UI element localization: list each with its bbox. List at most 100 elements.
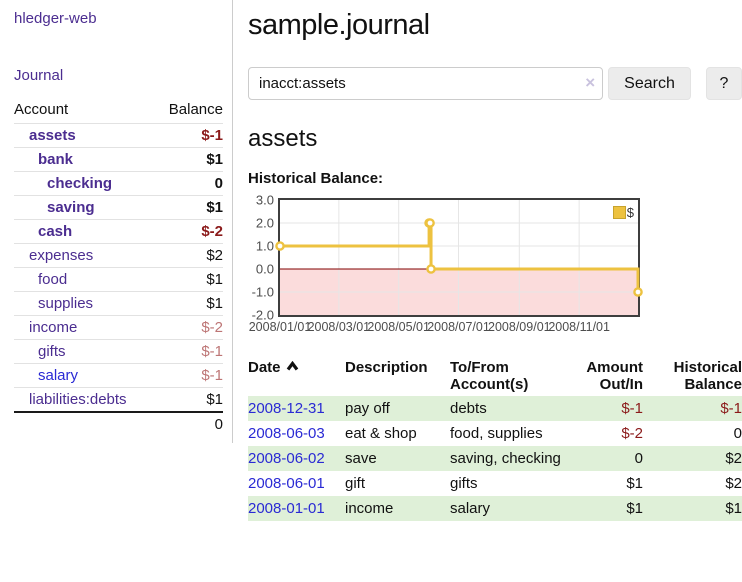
transaction-accounts: saving, checking bbox=[450, 450, 561, 467]
sidebar-account-link[interactable]: liabilities:debts bbox=[29, 391, 127, 408]
historical-balance-chart: 3.0 2.0 1.0 0.0 -1.0 -2.0 $ 2008/01/01 2008/03… bbox=[248, 194, 672, 335]
transaction-balance: $-1 bbox=[720, 400, 742, 417]
x-tick-label: 2008/03/01 bbox=[307, 320, 371, 334]
brand-link[interactable]: hledger-web bbox=[14, 10, 97, 27]
sidebar-account-link[interactable]: food bbox=[38, 271, 68, 288]
x-tick-label: 2008/07/01 bbox=[427, 320, 490, 334]
x-tick-label: 2008/09/01 bbox=[488, 320, 551, 334]
transaction-date-link[interactable]: 2008-06-03 bbox=[248, 425, 325, 442]
account-row: food $1 bbox=[14, 267, 223, 292]
sidebar-account-link[interactable]: gifts bbox=[38, 343, 66, 360]
register-row: 2008-06-02 save saving, checking 0 $2 bbox=[248, 446, 742, 471]
sidebar: hledger-web Journal Account Balance asse… bbox=[0, 0, 233, 443]
sidebar-account-link[interactable]: expenses bbox=[29, 247, 94, 264]
account-row: saving $1 bbox=[14, 195, 223, 220]
chart-canvas bbox=[275, 200, 643, 315]
account-balance: $1 bbox=[155, 267, 223, 292]
y-tick-label: 2.0 bbox=[255, 215, 274, 231]
register-header-accounts: To/From Account(s) bbox=[450, 359, 529, 393]
account-balance: $-2 bbox=[155, 219, 223, 244]
transaction-balance: $1 bbox=[725, 500, 742, 517]
transaction-description: income bbox=[345, 500, 394, 517]
x-tick-label: 2008/05/01 bbox=[367, 320, 430, 334]
register-header-date[interactable]: Date bbox=[248, 356, 345, 396]
transaction-accounts: salary bbox=[450, 500, 491, 517]
transaction-date-link[interactable]: 2008-01-01 bbox=[248, 500, 325, 517]
sidebar-account-link[interactable]: cash bbox=[38, 223, 73, 240]
account-row: salary $-1 bbox=[14, 363, 223, 388]
account-balance: $2 bbox=[155, 243, 223, 268]
legend-label: $ bbox=[626, 205, 634, 220]
x-tick-label: 2008/11/01 bbox=[548, 320, 610, 334]
search-input[interactable] bbox=[248, 67, 604, 100]
account-row: bank $1 bbox=[14, 147, 223, 172]
account-balance: $-2 bbox=[155, 315, 223, 340]
transaction-accounts: debts bbox=[450, 400, 487, 417]
sidebar-account-link[interactable]: supplies bbox=[38, 295, 94, 312]
transaction-description: gift bbox=[345, 475, 366, 492]
y-tick-label: 3.0 bbox=[255, 192, 274, 208]
transaction-description: pay off bbox=[345, 400, 390, 417]
sidebar-account-link[interactable]: income bbox=[29, 319, 78, 336]
account-row: income $-2 bbox=[14, 315, 223, 340]
account-row: gifts $-1 bbox=[14, 339, 223, 364]
account-balance: $1 bbox=[155, 147, 223, 172]
register-table: Date Description To/From Account(s) Amou… bbox=[248, 356, 742, 521]
main-content: sample.journal × Search ? assets Histori… bbox=[248, 0, 742, 521]
account-balance: $1 bbox=[155, 387, 223, 412]
account-row: cash $-2 bbox=[14, 219, 223, 244]
sidebar-account-link[interactable]: salary bbox=[38, 367, 79, 384]
y-tick-label: 0.0 bbox=[255, 261, 274, 277]
chart-x-axis-labels: 2008/01/01 2008/03/01 2008/05/01 2008/07/01… bbox=[249, 317, 672, 335]
transaction-balance: 0 bbox=[733, 425, 742, 442]
register-row: 2008-12-31 pay off debts $-1 $-1 bbox=[248, 396, 742, 421]
sidebar-account-link[interactable]: assets bbox=[29, 127, 76, 144]
sort-ascending-icon bbox=[286, 360, 298, 371]
transaction-accounts: gifts bbox=[450, 475, 478, 492]
legend-swatch bbox=[612, 206, 626, 219]
account-balance: 0 bbox=[155, 171, 223, 196]
account-page-title: assets bbox=[248, 125, 318, 152]
account-row: assets $-1 bbox=[14, 123, 223, 148]
account-balance: $-1 bbox=[155, 339, 223, 364]
search-button[interactable]: Search bbox=[608, 67, 691, 100]
transaction-amount: 0 bbox=[634, 450, 643, 467]
transaction-amount: $-2 bbox=[621, 425, 643, 442]
clear-search-icon[interactable]: × bbox=[585, 73, 596, 92]
account-balance: $-1 bbox=[155, 123, 223, 148]
sidebar-account-link[interactable]: bank bbox=[38, 151, 74, 168]
transaction-amount: $1 bbox=[626, 500, 643, 517]
page-title: sample.journal bbox=[248, 9, 430, 41]
register-header-amount: Amount Out/In bbox=[586, 359, 643, 393]
search-form: × Search ? bbox=[248, 67, 742, 100]
sidebar-account-link[interactable]: saving bbox=[47, 199, 95, 216]
account-row: checking 0 bbox=[14, 171, 223, 196]
chart-heading: Historical Balance: bbox=[248, 170, 384, 187]
register-header-balance: Historical Balance bbox=[673, 359, 742, 393]
transaction-description: save bbox=[345, 450, 377, 467]
transaction-date-link[interactable]: 2008-06-02 bbox=[248, 450, 325, 467]
y-tick-label: -2.0 bbox=[251, 307, 274, 323]
transaction-date-link[interactable]: 2008-06-01 bbox=[248, 475, 325, 492]
chart-plot-area: $ bbox=[275, 198, 643, 317]
accounts-total-row: 0 bbox=[14, 411, 223, 436]
transaction-balance: $2 bbox=[725, 450, 742, 467]
sidebar-account-link[interactable]: checking bbox=[47, 175, 113, 192]
account-balance: $1 bbox=[155, 291, 223, 316]
account-balance: $-1 bbox=[155, 363, 223, 388]
sidebar-item-journal[interactable]: Journal bbox=[14, 67, 64, 84]
register-row: 2008-06-01 gift gifts $1 $2 bbox=[248, 471, 742, 496]
x-tick-label: 2008/01/01 bbox=[248, 320, 312, 334]
account-row: expenses $2 bbox=[14, 243, 223, 268]
transaction-amount: $-1 bbox=[621, 400, 643, 417]
chart-legend: $ bbox=[612, 205, 634, 220]
account-row: supplies $1 bbox=[14, 291, 223, 316]
y-tick-label: -1.0 bbox=[251, 284, 274, 300]
accounts-header-balance: Balance bbox=[168, 101, 223, 118]
help-button[interactable]: ? bbox=[705, 67, 742, 100]
y-tick-label: 1.0 bbox=[255, 238, 274, 254]
transaction-date-link[interactable]: 2008-12-31 bbox=[248, 400, 325, 417]
transaction-amount: $1 bbox=[626, 475, 643, 492]
register-row: 2008-01-01 income salary $1 $1 bbox=[248, 496, 742, 521]
register-row: 2008-06-03 eat & shop food, supplies $-2 0 bbox=[248, 421, 742, 446]
